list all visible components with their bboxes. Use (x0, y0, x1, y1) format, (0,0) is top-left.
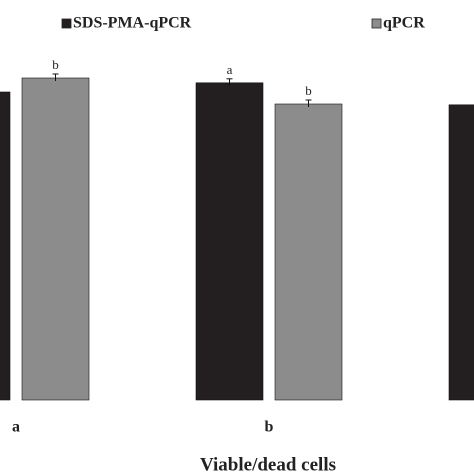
legend-swatch (371, 18, 382, 29)
bar (0, 91, 11, 401)
significance-letter: a (227, 62, 233, 77)
bar (195, 82, 264, 401)
x-tick-label: b (265, 419, 274, 436)
bar (274, 103, 343, 401)
significance-letter: b (305, 83, 312, 98)
x-tick-label: a (12, 419, 20, 436)
legend-label: qPCR (383, 15, 425, 32)
x-axis-title: Viable/dead cells (200, 454, 336, 474)
legend-swatch (61, 18, 72, 29)
bar (21, 77, 90, 401)
legend-label: SDS-PMA-qPCR (73, 15, 192, 32)
bar (448, 104, 474, 401)
significance-letter: b (52, 57, 59, 72)
